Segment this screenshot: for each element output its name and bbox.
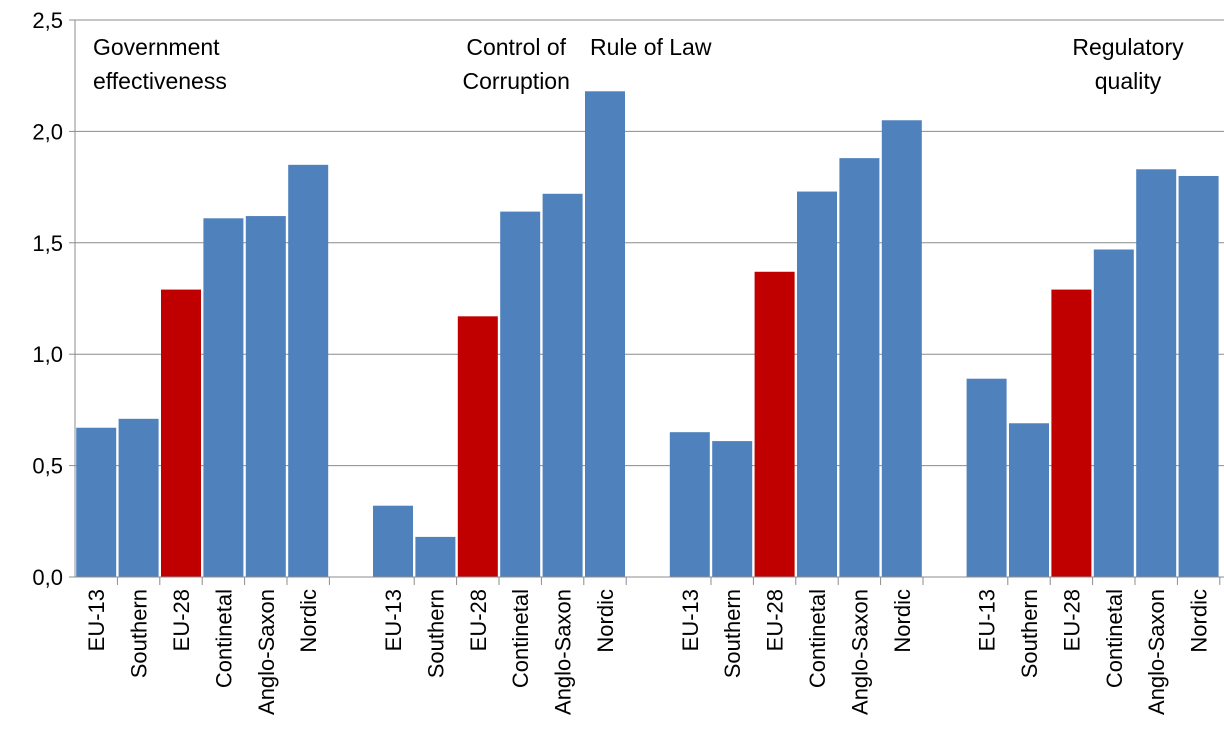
group-label: Control of	[466, 34, 566, 60]
category-label: Southern	[127, 589, 152, 678]
bar-1-continetal	[203, 218, 244, 578]
category-label: Anglo-Saxon	[1144, 589, 1169, 715]
y-axis-tick-labels: 0,0 0,5 1,0 1,5 2,0 2,5	[32, 8, 63, 590]
group-label: Corruption	[463, 68, 570, 94]
category-label: Anglo-Saxon	[254, 589, 279, 715]
group-label: Government	[93, 34, 220, 60]
bar-4-eu-13	[966, 378, 1007, 577]
category-label: EU-28	[763, 589, 788, 651]
category-label: Southern	[423, 589, 448, 678]
group-label: Regulatory	[1072, 34, 1184, 60]
bars	[76, 91, 1219, 578]
bar-1-southern	[118, 418, 159, 577]
bar-3-nordic	[881, 120, 922, 577]
group-label: Rule of Law	[590, 34, 712, 60]
bar-4-southern	[1009, 423, 1049, 577]
category-label: EU-13	[84, 589, 109, 651]
category-label: Continetal	[508, 589, 533, 688]
bar-3-southern	[712, 441, 753, 577]
bar-4-continetal	[1093, 249, 1134, 577]
bar-2-southern	[415, 536, 456, 577]
bar-2-eu-13	[373, 505, 413, 577]
category-label: EU-13	[678, 589, 703, 651]
category-label: Continetal	[211, 589, 236, 688]
category-label: Continetal	[1102, 589, 1127, 688]
category-label: EU-28	[466, 589, 491, 651]
group-labels: Government effectiveness Control of Corrupt…	[93, 34, 1184, 94]
bar-2-eu-28	[457, 316, 498, 577]
category-label: EU-28	[169, 589, 194, 651]
category-label: Anglo-Saxon	[847, 589, 872, 715]
category-label: Nordic	[890, 589, 915, 653]
y-tick-label: 0,0	[32, 565, 63, 590]
category-label: EU-13	[975, 589, 1000, 651]
bar-1-nordic	[288, 164, 329, 577]
bar-4-eu-28	[1051, 289, 1092, 577]
y-tick-label: 2,5	[32, 8, 63, 33]
category-label: Anglo-Saxon	[551, 589, 576, 715]
x-axis-category-labels: EU-13 Southern EU-28 Continetal Anglo-Saxon N…	[84, 589, 1211, 715]
group-label: effectiveness	[93, 68, 227, 94]
category-label: Nordic	[1187, 589, 1212, 653]
bar-4-anglo-saxon	[1136, 169, 1177, 577]
bar-3-eu-28	[754, 271, 795, 577]
y-tick-label: 1,5	[32, 231, 63, 256]
axes	[69, 19, 1224, 585]
bar-3-anglo-saxon	[839, 158, 880, 578]
y-tick-label: 2,0	[32, 119, 63, 144]
bar-4-nordic	[1178, 175, 1219, 577]
bar-3-eu-13	[669, 432, 710, 577]
category-label: Continetal	[805, 589, 830, 688]
bar-1-eu-28	[161, 289, 201, 577]
category-label: Nordic	[593, 589, 618, 653]
bar-1-eu-13	[76, 427, 117, 577]
category-label: Southern	[720, 589, 745, 678]
bar-1-anglo-saxon	[245, 216, 286, 577]
category-label: Southern	[1017, 589, 1042, 678]
group-label: quality	[1095, 68, 1162, 94]
y-tick-label: 0,5	[32, 454, 63, 479]
y-tick-label: 1,0	[32, 342, 63, 367]
bar-2-anglo-saxon	[542, 193, 583, 577]
category-label: EU-28	[1059, 589, 1084, 651]
category-label: Nordic	[296, 589, 321, 653]
category-label: EU-13	[381, 589, 406, 651]
bar-2-nordic	[585, 91, 625, 578]
bar-2-continetal	[500, 211, 541, 577]
bar-3-continetal	[797, 191, 837, 577]
